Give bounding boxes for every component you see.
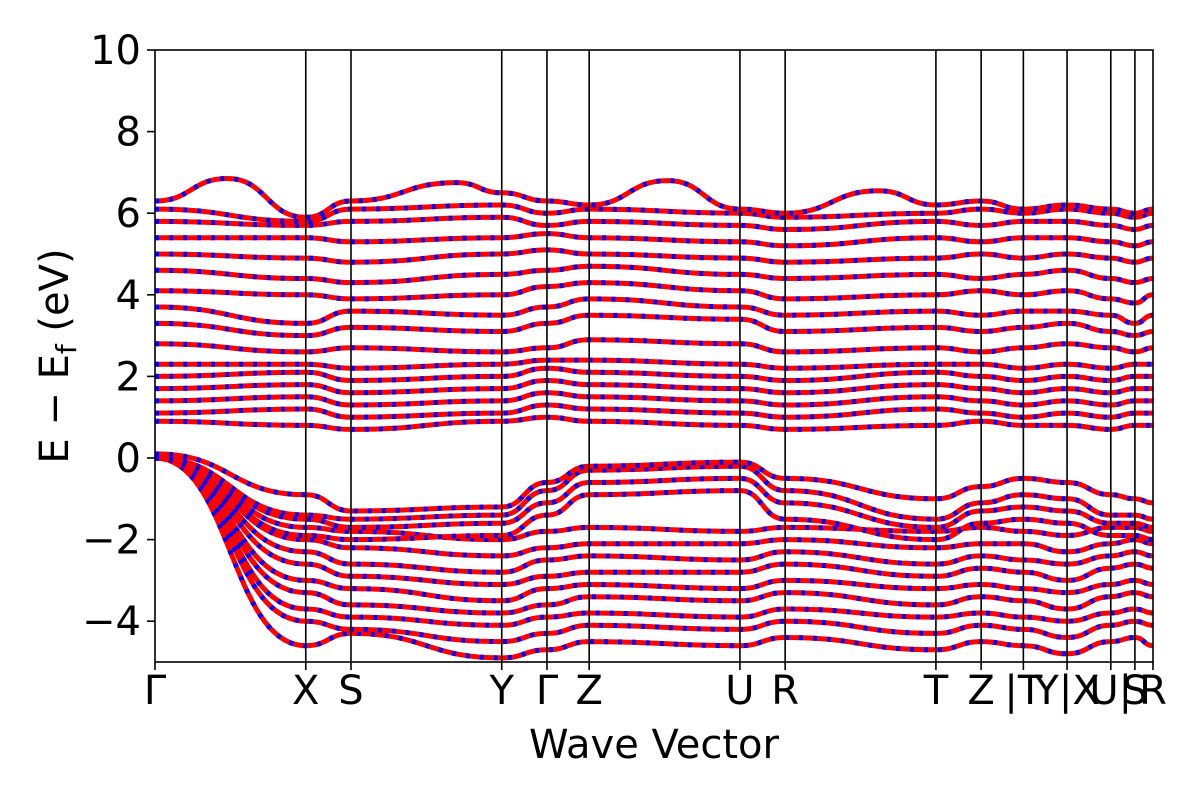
band-lines <box>155 175 1153 661</box>
x-axis-ticks: Γ X S Y Γ Z U R T Z |TY|XU|SR <box>144 662 1167 714</box>
kpoint-label: U| <box>1089 668 1132 714</box>
band-line-spin-up <box>155 365 1153 384</box>
y-tick-label: −4 <box>82 599 141 645</box>
band-line-spin-up <box>155 377 1153 396</box>
band-line-spin-up <box>155 247 1153 265</box>
y-axis-label-main: E − E <box>32 354 78 464</box>
band-line-spin-up <box>155 280 1153 306</box>
y-axis-label-unit: (eV) <box>32 248 78 344</box>
kpoint-label: U <box>725 668 754 714</box>
band-line-spin-down <box>155 455 1153 628</box>
band-line-spin-up <box>155 402 1153 420</box>
kpoint-label: Z <box>967 668 994 714</box>
kpoint-label: Γ <box>144 668 167 714</box>
band-line-spin-down <box>155 455 1153 604</box>
band-line-spin-up <box>155 337 1153 355</box>
band-line-spin-up <box>155 455 1153 645</box>
band-line-spin-down <box>155 451 1153 514</box>
y-axis-ticks: −4 −2 0 2 4 6 8 10 <box>82 28 155 645</box>
kpoint-label: X <box>292 668 319 714</box>
kpoint-label: Y|X <box>1033 668 1099 714</box>
band-line-spin-down <box>155 175 1153 220</box>
kpoint-label: S <box>338 668 363 714</box>
kpoint-label: Z <box>575 668 602 714</box>
band-line-spin-up <box>155 312 1153 339</box>
band-line-spin-down <box>155 357 1153 371</box>
band-line-spin-up <box>155 390 1153 408</box>
band-line-spin-up <box>155 263 1153 286</box>
kpoint-label: R <box>1139 668 1167 714</box>
band-line-spin-down <box>155 296 1153 326</box>
band-line-spin-down <box>155 455 1153 588</box>
y-tick-label: −2 <box>82 518 141 564</box>
band-line-spin-up <box>155 231 1153 249</box>
y-tick-label: 8 <box>116 110 141 156</box>
kpoint-label: S <box>1122 668 1147 714</box>
band-line-spin-up <box>155 455 1153 661</box>
high-symmetry-lines <box>304 50 1136 662</box>
y-tick-label: 10 <box>90 28 141 74</box>
band-line-spin-up <box>155 357 1153 371</box>
y-axis-label-sub: f <box>50 343 83 354</box>
kpoint-label: |T <box>1004 668 1042 714</box>
y-axis-label: E − Ef (eV) <box>32 248 83 463</box>
x-axis-label: Wave Vector <box>529 722 780 768</box>
band-line-spin-up <box>155 202 1153 224</box>
y-tick-label: 6 <box>116 191 141 237</box>
band-line-spin-down <box>155 455 1153 616</box>
y-tick-label: 2 <box>116 354 141 400</box>
plot-frame <box>154 49 1154 663</box>
kpoint-label: Γ <box>536 668 559 714</box>
band-line-spin-up <box>155 414 1153 432</box>
kpoint-label: T <box>923 668 949 714</box>
kpoint-label: R <box>771 668 799 714</box>
y-tick-label: 4 <box>116 273 141 319</box>
band-line-spin-up <box>155 214 1153 233</box>
band-line-spin-down <box>155 455 1153 575</box>
kpoint-label: Y <box>489 668 515 714</box>
band-line-spin-down <box>155 455 1153 559</box>
y-tick-label: 0 <box>116 436 141 482</box>
